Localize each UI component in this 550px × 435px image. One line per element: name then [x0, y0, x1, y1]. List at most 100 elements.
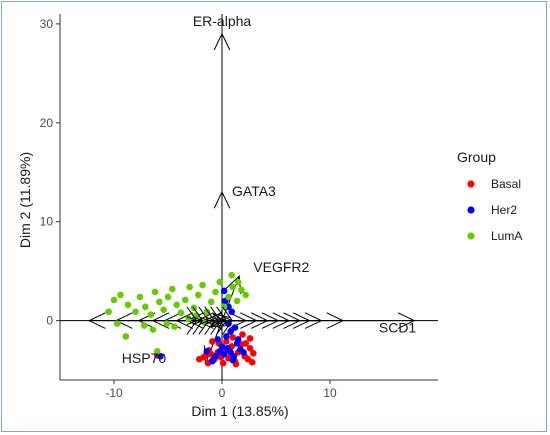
point-luma — [199, 281, 206, 289]
point-basal — [250, 349, 257, 357]
variable-arrow-gata3-head — [213, 190, 231, 209]
variable-arrow-head — [212, 313, 232, 331]
point-basal — [242, 340, 250, 347]
point-luma — [136, 293, 144, 301]
point-luma — [147, 311, 155, 319]
data-points — [105, 271, 257, 368]
point-luma — [233, 297, 241, 305]
variable-label: ER-alpha — [193, 13, 252, 29]
legend-title: Group — [457, 149, 496, 165]
point-luma — [124, 301, 132, 309]
variable-arrow-er-alpha-head — [213, 32, 231, 51]
x-tick-label: -10 — [105, 386, 123, 400]
point-luma — [242, 291, 250, 299]
point-basal — [219, 359, 227, 367]
origin-arrow-cluster — [198, 306, 210, 326]
point-her2 — [218, 343, 226, 350]
y-axis-title: Dim 2 (11.89%) — [17, 152, 33, 248]
variable-label: VEGFR2 — [253, 259, 309, 275]
variable-arrow-head — [151, 312, 170, 329]
y-tick-label: 20 — [40, 116, 54, 130]
point-luma — [173, 301, 180, 309]
point-luma — [160, 306, 167, 314]
point-basal — [246, 345, 254, 352]
point-her2 — [228, 308, 236, 316]
point-luma — [234, 278, 242, 286]
point-luma — [225, 293, 232, 301]
point-her2 — [229, 356, 237, 364]
point-luma — [149, 326, 157, 333]
legend-label-luma: LumA — [491, 229, 522, 243]
point-luma — [105, 308, 112, 316]
point-luma — [151, 288, 159, 296]
legend-swatch-luma — [467, 232, 475, 240]
point-luma — [156, 298, 163, 306]
point-luma — [194, 291, 202, 299]
point-her2 — [208, 357, 216, 365]
legend-swatch-basal — [467, 180, 475, 188]
y-tick-label: 10 — [40, 215, 54, 229]
point-luma — [186, 283, 193, 291]
origin-arrow-cluster — [204, 306, 216, 326]
variable-arrow-scd1-head — [397, 312, 416, 329]
variable-arrow-head — [175, 312, 194, 329]
legend-label-basal: Basal — [491, 177, 521, 191]
point-her2 — [234, 336, 242, 343]
point-her2 — [240, 349, 247, 356]
legend: Group Basal Her2 LumA — [457, 149, 522, 243]
x-tick-label: 10 — [323, 386, 337, 400]
variable-label: HSP70 — [122, 350, 167, 366]
point-her2 — [220, 287, 228, 295]
point-luma — [220, 303, 228, 311]
legend-swatch-her2 — [467, 206, 475, 214]
point-luma — [238, 286, 245, 294]
point-luma — [132, 308, 139, 316]
variable-label: GATA3 — [232, 183, 276, 199]
point-her2 — [223, 333, 230, 340]
point-basal — [223, 338, 230, 345]
origin-arrow-cluster — [222, 306, 234, 326]
point-luma — [113, 320, 121, 327]
x-axis-title: Dim 1 (13.85%) — [191, 403, 288, 419]
axes: -10 0 10 0 10 20 30 — [40, 14, 438, 400]
point-luma — [203, 308, 211, 316]
point-luma — [171, 323, 178, 330]
point-luma — [163, 320, 171, 327]
y-tick-label: 0 — [46, 314, 53, 328]
variable-label: SCD1 — [379, 320, 417, 336]
legend-label-her2: Her2 — [491, 203, 517, 217]
point-luma — [169, 285, 176, 293]
point-luma — [117, 291, 124, 299]
point-luma — [177, 309, 185, 317]
variable-arrow-head — [88, 312, 106, 329]
point-her2 — [231, 324, 239, 331]
point-luma — [207, 298, 215, 306]
point-luma — [216, 278, 224, 286]
point-her2 — [212, 352, 219, 360]
point-basal — [239, 331, 246, 338]
origin-arrow-cluster — [186, 306, 198, 326]
point-basal — [208, 338, 216, 345]
point-luma — [229, 283, 237, 291]
y-tick-label: 30 — [40, 17, 54, 31]
origin-arrow-cluster — [216, 306, 228, 326]
point-her2 — [220, 350, 228, 358]
x-tick-label: 0 — [219, 386, 226, 400]
point-basal — [229, 334, 237, 341]
variable-labels: ER-alpha GATA3 VEGFR2 SCD1 HSP70 — [122, 13, 417, 366]
point-luma — [153, 348, 161, 355]
point-luma — [140, 322, 148, 329]
point-luma — [228, 271, 236, 279]
point-her2 — [203, 348, 211, 355]
point-basal — [246, 335, 254, 342]
point-luma — [164, 293, 172, 301]
point-luma — [122, 333, 130, 340]
point-her2 — [157, 352, 164, 360]
point-luma — [110, 296, 118, 304]
point-luma — [212, 288, 219, 296]
origin-arrow-cluster — [192, 306, 204, 326]
point-luma — [181, 296, 189, 304]
point-her2 — [214, 336, 221, 343]
point-her2 — [227, 328, 234, 335]
